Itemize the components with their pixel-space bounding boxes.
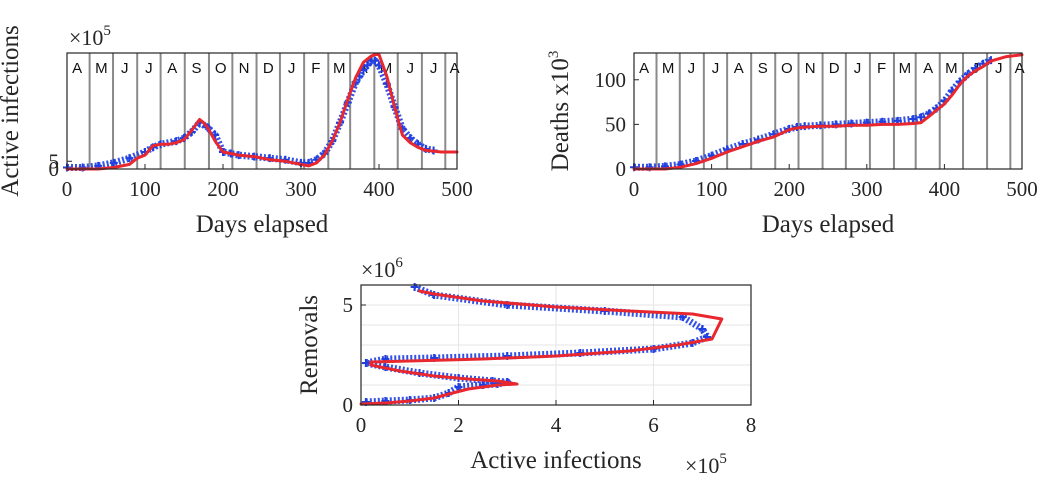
y-multiplier-base: ×10 xyxy=(361,257,395,282)
x-tick-label-3: 6 xyxy=(648,413,659,437)
data-point-0-30 xyxy=(363,61,372,70)
y-multiplier-exponent: 6 xyxy=(395,255,403,271)
month-label-3: J xyxy=(712,60,720,77)
plot-area xyxy=(634,53,1022,169)
y-multiplier: ×105 xyxy=(69,23,111,50)
month-label-11: M xyxy=(899,60,912,77)
data-point-0-26 xyxy=(410,283,419,291)
month-label-0: A xyxy=(72,60,82,77)
month-label-15: J xyxy=(995,60,1003,77)
x-axis-label: Active infections xyxy=(470,447,641,474)
month-label-6: O xyxy=(215,60,227,77)
y-multiplier-base: ×10 xyxy=(69,25,103,50)
month-label-2: J xyxy=(121,60,129,77)
x-tick-label-0: 0 xyxy=(356,413,367,437)
month-label-7: N xyxy=(239,60,250,77)
x-axis-label: Days elapsed xyxy=(196,211,329,238)
y-multiplier: ×106 xyxy=(361,255,403,282)
month-label-13: M xyxy=(945,60,958,77)
month-label-12: A xyxy=(923,60,933,77)
month-label-1: M xyxy=(662,60,675,77)
month-label-11: M xyxy=(333,60,346,77)
x-tick-label-3: 300 xyxy=(285,177,317,201)
month-label-7: N xyxy=(805,60,816,77)
y-tick-label-2: 100 xyxy=(595,68,627,92)
x-tick-label-4: 400 xyxy=(929,177,961,201)
month-label-0: A xyxy=(639,60,649,77)
y-axis-label-text: Deaths x10 xyxy=(547,58,574,171)
plot-area xyxy=(67,53,457,169)
month-label-9: J xyxy=(854,60,862,77)
x-tick-label-5: 500 xyxy=(441,177,473,201)
month-label-1: M xyxy=(95,60,108,77)
month-label-4: A xyxy=(167,60,177,77)
month-label-5: S xyxy=(191,60,201,77)
chart-1: AMJJASONDJFMAMJJA010020030040050005Days … xyxy=(0,23,473,238)
month-label-10: F xyxy=(877,60,886,77)
y-axis-label: Active infections xyxy=(0,25,24,196)
series-line-1 xyxy=(632,53,1024,171)
month-label-9: J xyxy=(288,60,296,77)
month-label-15: J xyxy=(430,60,438,77)
x-tick-label-5: 500 xyxy=(1006,177,1038,201)
y-multiplier-exponent: 5 xyxy=(103,23,111,39)
month-label-16: A xyxy=(450,60,460,77)
data-point-0-32 xyxy=(371,56,380,65)
y-axis-label: Removals xyxy=(296,295,323,395)
x-multiplier-base: ×10 xyxy=(685,453,719,478)
y-axis-label-text: Active infections xyxy=(0,25,24,196)
y-axis-label: Deaths x103 xyxy=(546,51,574,172)
month-label-6: O xyxy=(781,60,793,77)
data-point-0-4 xyxy=(125,154,134,163)
month-label-8: D xyxy=(263,60,274,77)
y-axis-label-text: Removals xyxy=(296,295,323,395)
data-point-0-19 xyxy=(909,115,918,124)
x-axis-label: Days elapsed xyxy=(762,211,895,238)
data-point-0-13 xyxy=(361,359,370,367)
axes-frame xyxy=(66,52,458,170)
x-tick-label-2: 200 xyxy=(207,177,239,201)
x-tick-label-1: 100 xyxy=(129,177,161,201)
data-point-0-5 xyxy=(454,383,463,391)
x-tick-label-1: 100 xyxy=(696,177,728,201)
month-label-10: F xyxy=(311,60,320,77)
y-tick-label-1: 5 xyxy=(49,149,60,173)
x-multiplier: ×105 xyxy=(685,451,727,478)
x-tick-label-2: 4 xyxy=(551,413,562,437)
data-point-0-3 xyxy=(109,158,118,167)
x-tick-label-1: 2 xyxy=(453,413,464,437)
x-tick-label-4: 400 xyxy=(363,177,395,201)
series-line-1 xyxy=(359,289,724,406)
month-label-5: S xyxy=(758,60,768,77)
y-tick-label-0: 0 xyxy=(616,157,627,181)
x-multiplier-exponent: 5 xyxy=(719,451,727,467)
x-tick-label-0: 0 xyxy=(629,177,640,201)
y-tick-label-1: 5 xyxy=(343,293,354,317)
data-point-0-21 xyxy=(698,325,707,333)
chart-2: AMJJASONDJFMAMJJA0100200300400500050100D… xyxy=(546,51,1038,238)
y-tick-label-0: 0 xyxy=(49,157,60,181)
x-tick-label-0: 0 xyxy=(62,177,73,201)
month-label-8: D xyxy=(829,60,840,77)
x-tick-label-2: 200 xyxy=(773,177,805,201)
x-tick-label-4: 8 xyxy=(746,413,757,437)
data-point-0-20 xyxy=(917,113,926,122)
month-label-16: A xyxy=(1015,60,1025,77)
month-label-14: J xyxy=(406,60,414,77)
month-label-4: A xyxy=(734,60,744,77)
month-label-2: J xyxy=(688,60,696,77)
y-tick-label-0: 0 xyxy=(343,393,354,417)
month-label-3: J xyxy=(145,60,153,77)
series-line-1 xyxy=(65,53,459,171)
axes-frame xyxy=(633,52,1023,170)
y-axis-label-exponent: 3 xyxy=(546,51,562,59)
y-tick-label-1: 50 xyxy=(605,112,626,136)
x-tick-label-3: 300 xyxy=(851,177,883,201)
